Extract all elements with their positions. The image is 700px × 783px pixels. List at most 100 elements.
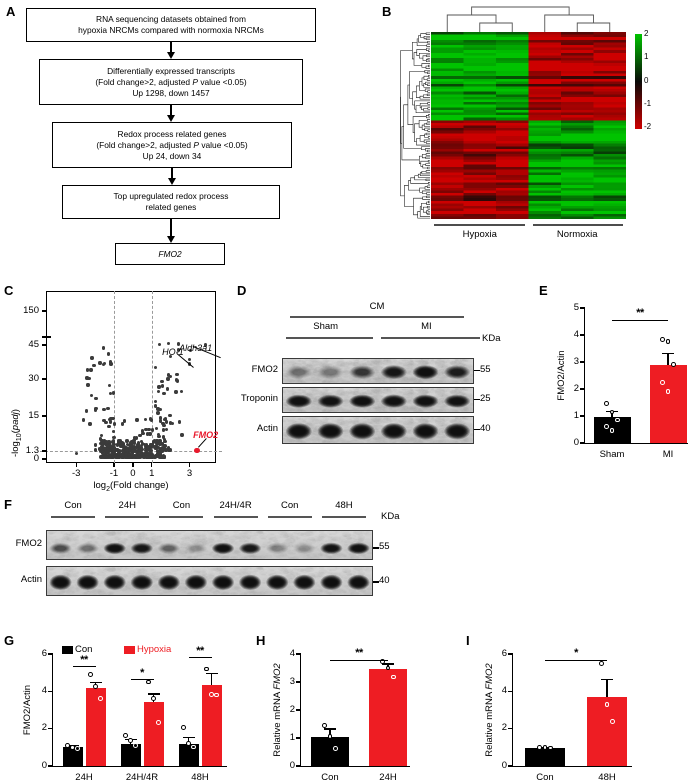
volcano-point	[108, 455, 112, 459]
volcano-point	[107, 442, 111, 446]
volcano-point	[105, 439, 109, 443]
volcano-point	[111, 391, 116, 395]
volcano-point	[100, 455, 105, 459]
volcano-point	[82, 418, 86, 422]
blot-d-row-label-fmo2: FMO2	[251, 364, 278, 375]
blot-d-kda-header: KDa	[482, 333, 501, 344]
e-ytick-label-3: 3	[573, 355, 579, 367]
i-bar-48h	[587, 696, 627, 766]
volcano-point	[161, 384, 165, 388]
e-bar-mi-point-2	[670, 362, 676, 368]
volcano-point	[111, 443, 116, 447]
volcano-point	[139, 450, 143, 454]
volcano-point	[139, 443, 144, 448]
volcano-point	[119, 445, 123, 449]
g-xcat-2: 48H	[191, 772, 209, 783]
volcano-point	[108, 392, 112, 396]
blot-d-fmo2-image	[283, 359, 473, 383]
blot-f-fmo2	[46, 530, 373, 560]
i-ylabel: Relative mRNA FMO2	[484, 663, 495, 757]
blot-d-kda-value-1: 25	[480, 393, 491, 404]
blot-f-kda-tick-1	[373, 581, 379, 583]
volcano-point	[167, 446, 171, 450]
volcano-point	[138, 447, 142, 452]
blot-f-kda-value-0: 55	[379, 541, 390, 553]
blot-f-fmo2-image	[47, 531, 372, 559]
volcano-point	[160, 441, 165, 445]
volcano-point	[132, 438, 136, 443]
g-ytick-0	[47, 765, 53, 767]
volcano-point	[116, 442, 120, 447]
h-sig-line	[330, 660, 388, 662]
g-x-axis	[52, 766, 227, 768]
volcano-point	[98, 447, 102, 451]
volcano-point	[121, 455, 125, 459]
volcano-point	[144, 450, 149, 455]
i-sig-label: *	[574, 647, 578, 659]
g-bar-24H4R-hypoxia-error-cap	[147, 693, 160, 695]
blot-f-group-bar-3	[213, 516, 258, 518]
flowchart-arrow-stem-3	[171, 168, 173, 178]
flowchart-arrow-head-1	[166, 52, 175, 59]
panel-label-i: I	[466, 633, 470, 648]
volcano-ytick-4	[41, 344, 47, 346]
volcano-point	[106, 406, 110, 410]
volcano-point	[120, 422, 125, 426]
volcano-point	[105, 446, 110, 450]
volcano-ytick-label-2: 15	[28, 410, 39, 421]
volcano-point	[112, 439, 116, 443]
volcano-axis-break	[41, 336, 51, 338]
g-ytick-label-3: 6	[41, 647, 47, 659]
volcano-point	[135, 450, 139, 454]
volcano-point	[124, 451, 128, 456]
i-xcat-1: 48H	[598, 772, 616, 783]
e-bar-mi-point-3	[660, 379, 666, 385]
volcano-point	[113, 446, 117, 450]
volcano-point	[89, 368, 93, 372]
volcano-point	[153, 399, 158, 403]
panel-label-h: H	[256, 633, 266, 648]
volcano-point	[107, 383, 112, 388]
g-bar-24H-con-point-2	[75, 746, 81, 752]
volcano-point	[111, 416, 115, 421]
blot-d-kda-value-2: 40	[480, 423, 491, 434]
volcano-point	[121, 451, 126, 456]
panel-label-d: D	[237, 283, 247, 298]
volcano-point	[85, 376, 89, 380]
volcano-ytick-label-5: 150	[23, 305, 39, 316]
volcano-point	[157, 384, 162, 389]
blot-d-group-bar-sham	[286, 337, 374, 339]
volcano-point	[102, 419, 106, 423]
volcano-point	[160, 379, 164, 384]
flowchart-arrow-stem-4	[170, 219, 172, 236]
volcano-point	[100, 449, 105, 453]
g-xcat-1: 24H/4R	[125, 772, 159, 783]
volcano-xtick-label-1: -1	[109, 468, 119, 479]
g-bar-48H-con-error-cap	[182, 737, 195, 739]
heatmap-column-dendrogram	[446, 6, 611, 32]
h-ytick-label-3: 3	[289, 675, 295, 687]
i-bar-48h-error-cap	[601, 678, 613, 681]
volcano-point	[94, 396, 98, 401]
volcano-point	[108, 448, 112, 452]
g-bar-24H-hypoxia-error-cap	[89, 682, 102, 684]
blot-d-kda-tick-0	[474, 370, 480, 372]
g-bar-24H-hypoxia-point-1	[93, 684, 98, 690]
heatmap-group-bar-normoxia	[532, 224, 623, 226]
e-sig-line	[612, 320, 668, 322]
volcano-point	[132, 445, 136, 450]
i-bar-con	[525, 747, 565, 766]
volcano-point	[134, 445, 139, 450]
volcano-point	[101, 346, 106, 350]
volcano-point	[143, 446, 147, 451]
volcano-point	[137, 455, 142, 459]
legend-label-con: Con	[75, 644, 93, 655]
i-ytick-label-2: 4	[501, 684, 507, 696]
volcano-point	[161, 455, 166, 459]
volcano-point	[166, 377, 170, 381]
i-bar-con-point-0	[537, 744, 543, 750]
h-x-axis	[300, 766, 410, 768]
e-bar-sham-point-4	[609, 428, 615, 434]
e-xcat-1: MI	[662, 449, 674, 460]
volcano-point	[140, 429, 145, 433]
